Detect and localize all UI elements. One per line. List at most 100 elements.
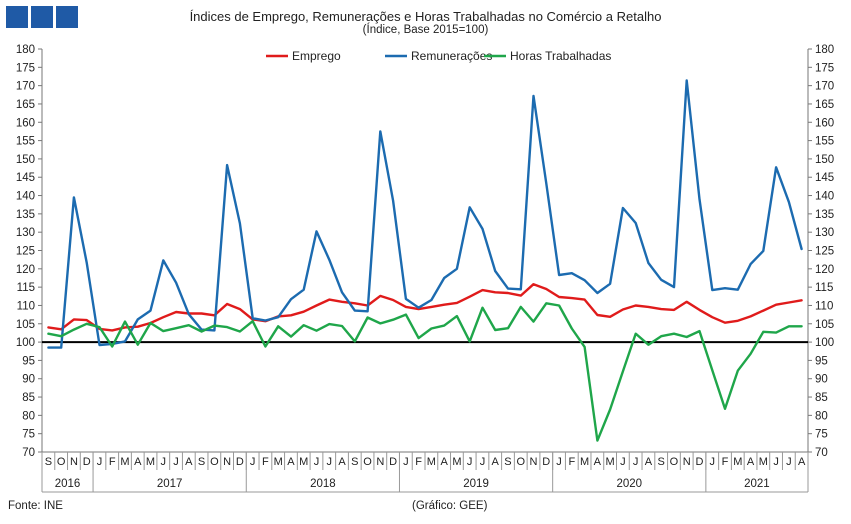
y-tick-label-left: 165 [16, 99, 35, 111]
y-tick-label-right: 100 [815, 337, 834, 349]
x-tick-label: M [759, 456, 768, 468]
y-tick-label-right: 105 [815, 319, 834, 331]
x-year-label: 2017 [157, 478, 183, 490]
x-tick-label: A [747, 456, 755, 468]
x-tick-label: N [223, 456, 231, 468]
x-tick-label: N [530, 456, 538, 468]
y-tick-label-right: 75 [815, 429, 828, 441]
x-tick-label: S [45, 456, 52, 468]
y-tick-label-right: 150 [815, 154, 834, 166]
x-tick-label: A [645, 456, 653, 468]
x-tick-label: J [620, 456, 626, 468]
x-tick-label: D [542, 456, 550, 468]
x-tick-label: J [314, 456, 320, 468]
y-tick-label-right: 130 [815, 227, 834, 239]
y-tick-label-left: 140 [16, 191, 35, 203]
y-tick-label-left: 155 [16, 136, 35, 148]
x-year-label: 2020 [616, 478, 642, 490]
y-tick-label-right: 155 [815, 136, 834, 148]
x-tick-label: F [262, 456, 269, 468]
logo-square-2 [31, 6, 53, 28]
y-tick-label-left: 85 [22, 392, 35, 404]
x-tick-label: A [134, 456, 142, 468]
credit-note: (Gráfico: GEE) [412, 500, 488, 512]
x-year-label: 2018 [310, 478, 336, 490]
y-tick-label-left: 160 [16, 117, 35, 129]
x-tick-label: S [351, 456, 358, 468]
legend: Emprego Remunerações Horas Trabalhadas [266, 49, 611, 63]
y-tick-label-right: 125 [815, 246, 834, 258]
y-tick-label-right: 110 [815, 300, 833, 312]
y-tick-label-left: 130 [16, 227, 35, 239]
y-tick-label-left: 90 [22, 374, 35, 386]
y-tick-label-right: 140 [815, 191, 834, 203]
x-tick-label: A [440, 456, 448, 468]
y-tick-label-left: 120 [16, 264, 35, 276]
x-tick-label: D [696, 456, 704, 468]
x-tick-label: O [516, 456, 525, 468]
series-line-horas-trabalhadas [47, 302, 803, 442]
x-tick-label: J [556, 456, 562, 468]
x-tick-label: J [480, 456, 486, 468]
legend-label-emprego: Emprego [292, 49, 341, 63]
x-tick-label: M [580, 456, 589, 468]
x-tick-label: J [633, 456, 639, 468]
x-tick-label: F [568, 456, 575, 468]
x-tick-label: M [274, 456, 283, 468]
x-tick-label: F [109, 456, 116, 468]
x-year-label: 2016 [55, 478, 81, 490]
y-tick-label-left: 105 [16, 319, 35, 331]
x-tick-label: A [492, 456, 500, 468]
x-tick-label: M [120, 456, 129, 468]
y-tick-label-right: 160 [815, 117, 834, 129]
y-tick-label-right: 70 [815, 447, 828, 459]
x-tick-label: S [198, 456, 205, 468]
x-tick-label: J [250, 456, 256, 468]
x-tick-label: J [327, 456, 333, 468]
x-tick-label: J [173, 456, 179, 468]
x-tick-label: A [798, 456, 806, 468]
y-tick-label-right: 115 [815, 282, 833, 294]
y-tick-label-right: 95 [815, 355, 828, 367]
series-lines [47, 79, 803, 442]
y-tick-label-left: 135 [16, 209, 35, 221]
x-tick-label: A [287, 456, 295, 468]
y-tick-label-right: 180 [815, 44, 834, 56]
y-tick-label-right: 145 [815, 172, 834, 184]
y-tick-label-left: 125 [16, 246, 35, 258]
y-tick-label-right: 175 [815, 62, 834, 74]
chart-title: Índices de Emprego, Remunerações e Horas… [189, 9, 662, 24]
x-tick-label: J [161, 456, 167, 468]
x-tick-label: D [389, 456, 397, 468]
x-tick-label: M [146, 456, 155, 468]
x-tick-label: J [467, 456, 473, 468]
logo-square-1 [6, 6, 28, 28]
logo-square-3 [56, 6, 78, 28]
series-line-emprego [47, 283, 803, 332]
x-year-label: 2021 [744, 478, 770, 490]
x-tick-label: M [733, 456, 742, 468]
y-tick-label-right: 165 [815, 99, 834, 111]
x-tick-label: J [773, 456, 779, 468]
x-tick-label: O [210, 456, 219, 468]
y-tick-label-left: 80 [22, 410, 35, 422]
x-tick-label: S [658, 456, 665, 468]
y-tick-label-right: 80 [815, 410, 828, 422]
x-tick-label: J [786, 456, 792, 468]
x-tick-label: S [504, 456, 511, 468]
y-tick-label-right: 120 [815, 264, 834, 276]
x-tick-label: M [606, 456, 615, 468]
x-tick-label: N [683, 456, 691, 468]
chart-subtitle: (Índice, Base 2015=100) [362, 24, 489, 36]
legend-label-horas-trabalhadas: Horas Trabalhadas [510, 49, 611, 63]
x-tick-label: N [376, 456, 384, 468]
x-tick-label: A [338, 456, 346, 468]
axes: 70 70 75 75 80 80 85 85 90 90 95 95 100 100 105 105 110 1… [16, 44, 834, 459]
x-tick-label: A [594, 456, 602, 468]
series-line-remunerações [47, 79, 803, 349]
y-tick-label-left: 175 [16, 62, 35, 74]
y-tick-label-left: 180 [16, 44, 35, 56]
y-tick-label-left: 150 [16, 154, 35, 166]
x-tick-label: D [236, 456, 244, 468]
